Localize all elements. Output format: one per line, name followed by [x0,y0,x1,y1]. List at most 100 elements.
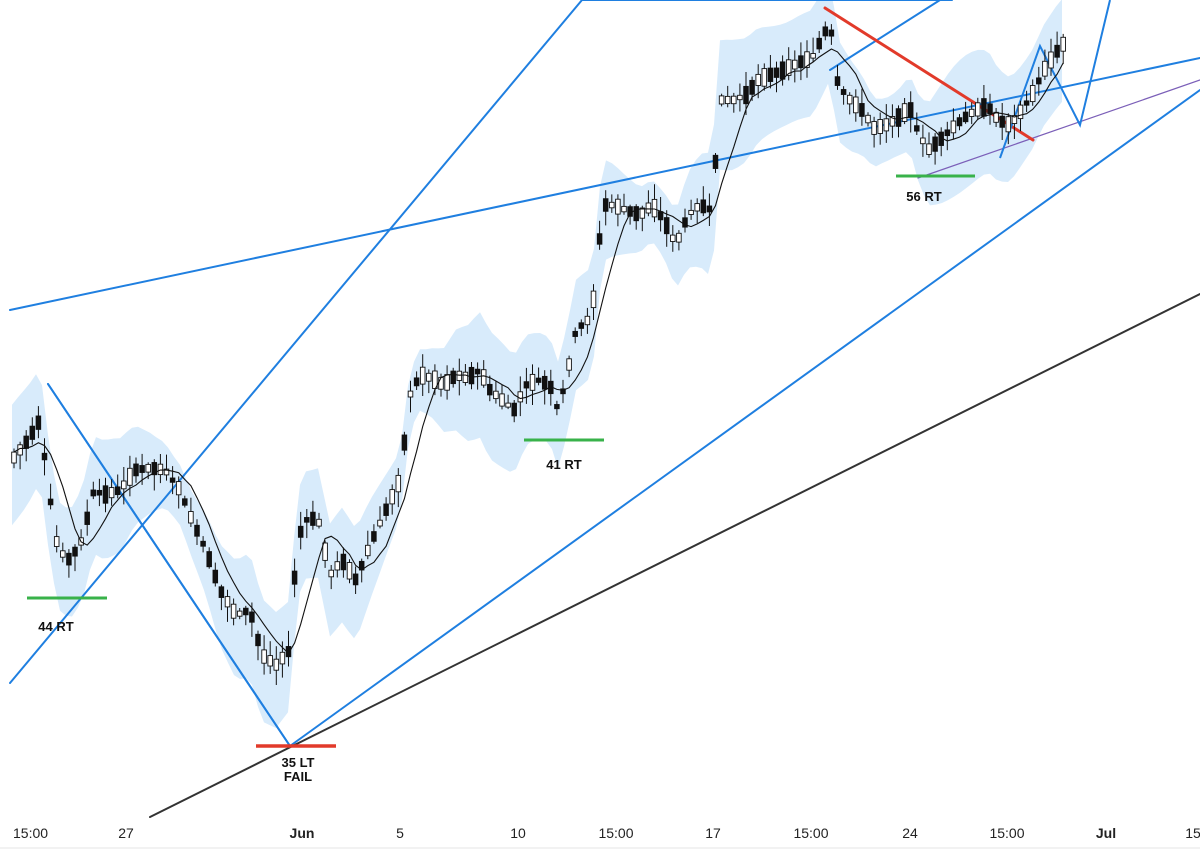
candle-up [53,536,60,547]
candle-down [682,217,688,228]
candle-down [169,477,176,483]
candle-down [657,211,664,221]
candle-up [230,603,237,619]
candle-down [767,67,774,82]
candle-up [1060,36,1066,52]
candle-up [792,59,798,70]
candle-up [871,121,877,135]
trendline-swing-down-2 [47,383,291,747]
candle-down [706,205,713,213]
candle-up [261,649,267,664]
candle-down [291,570,298,585]
candle-down [987,103,993,115]
trendline-hidden [10,683,290,746]
candle-down [1036,77,1042,85]
candle-up [267,655,273,667]
candle-down [798,55,804,69]
candle-up [889,116,896,127]
x-tick-label: 15:00 [598,825,633,841]
candle-down [962,111,969,123]
candle-down [29,425,36,440]
candle-down [340,553,347,571]
candle-down [194,524,200,537]
candle-down [523,381,530,389]
trendline-steep-channel [9,0,583,684]
candle-down [413,377,420,387]
candle-up [529,373,536,391]
candle-up [853,96,859,114]
candle-up [377,519,383,527]
candle-up [810,53,816,59]
candle-up [346,562,353,580]
candle-down [834,76,841,86]
candle-up [761,68,768,87]
candle-down [627,206,633,217]
volatility-band-layer [12,0,1062,728]
candle-down [243,607,249,616]
candle-up [584,315,591,326]
candle-up [1011,115,1018,124]
candle-up [505,402,511,408]
candle-down [297,525,304,538]
candle-down [96,489,103,496]
candle-up [1017,104,1024,120]
candle-up [11,451,17,464]
candle-down [200,540,206,547]
annotation-41-rt-label: 41 RT [546,457,581,472]
candle-up [566,358,572,371]
candle-up [645,202,652,214]
candle-down [66,552,72,566]
x-tick-label: 24 [902,825,918,841]
candle-up [279,651,286,665]
x-tick-label: 27 [118,825,134,841]
trendline-steep-upper [829,0,941,71]
candle-down [474,368,481,375]
candle-up [950,120,957,134]
candle-up [846,94,853,105]
candle-up [389,489,395,505]
candle-down [114,486,121,496]
candle-down [218,586,225,598]
x-tick-label: Jul [1096,825,1116,841]
candle-down [578,322,585,329]
candle-up [877,119,883,134]
candle-down [487,383,493,396]
candle-up [590,290,597,309]
candle-down [828,29,835,37]
candle-up [175,481,182,496]
candle-up [676,232,682,243]
candle-up [901,103,908,122]
candle-up [670,234,676,242]
candle-down [133,463,139,477]
candle-down [511,402,517,417]
candle-up [920,137,926,145]
candle-up [157,463,164,476]
annotation-44-rt-label: 44 RT [38,619,73,634]
candle-up [731,95,737,105]
candle-up [785,59,792,76]
candle-up [426,372,432,382]
candle-up [419,366,426,385]
candle-up [108,487,115,499]
candle-down [23,435,29,449]
x-tick-label: 10 [510,825,526,841]
candle-down [401,434,408,451]
candle-down [554,404,560,410]
candle-down [816,37,822,50]
candle-down [907,102,914,119]
candle-up [493,390,499,400]
candle-down [102,485,109,504]
candle-down [47,498,54,506]
candle-down [859,103,865,117]
candle-up [438,376,444,390]
trendline-long-term [149,293,1200,818]
candle-up [365,544,371,557]
trendline-layer [9,0,1200,818]
candle-up [621,205,627,213]
candle-down [596,233,603,245]
trendline-purple-support [917,79,1200,179]
candle-up [865,114,871,124]
candle-up [127,467,133,486]
